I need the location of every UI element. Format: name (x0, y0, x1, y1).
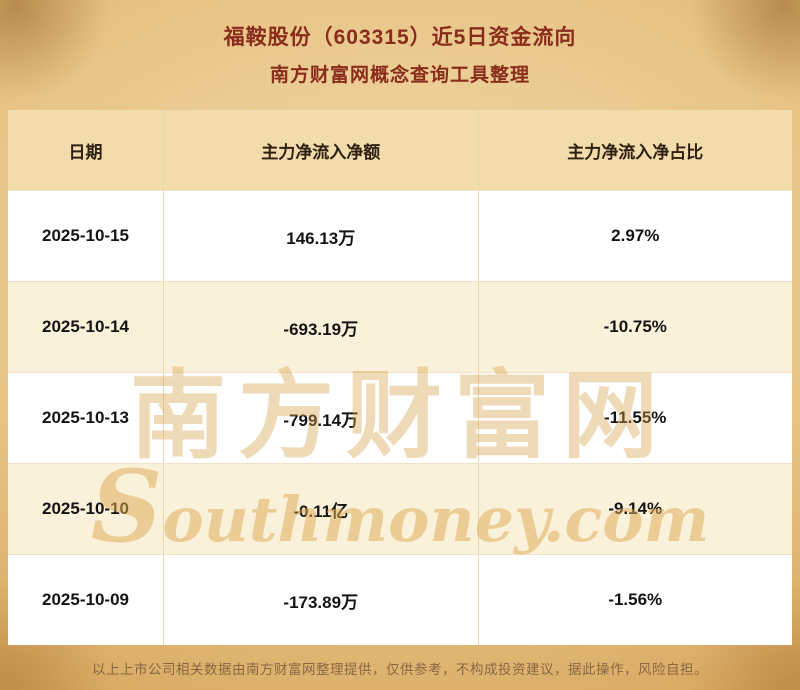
cell-net-inflow: -173.89万 (163, 555, 478, 645)
table-header-row: 日期 主力净流入净额 主力净流入净占比 (8, 110, 792, 190)
page-subtitle: 南方财富网概念查询工具整理 (269, 65, 530, 86)
cell-net-inflow: -693.19万 (163, 282, 478, 372)
cell-net-inflow: 146.13万 (163, 191, 478, 281)
disclaimer: 以上上市公司相关数据由南方财富网整理提供，仅供参考，不构成投资建议，据此操作，风… (92, 661, 708, 677)
cell-net-inflow: -799.14万 (163, 373, 478, 463)
fund-flow-table: 日期 主力净流入净额 主力净流入净占比 2025-10-15 146.13万 2… (8, 110, 792, 645)
cell-net-inflow-ratio: 2.97% (477, 191, 793, 281)
cell-net-inflow-ratio: -11.55% (477, 373, 793, 463)
cell-net-inflow-ratio: -1.56% (477, 555, 793, 645)
col-header-net-inflow: 主力净流入净额 (163, 110, 478, 190)
table-row: 2025-10-09 -173.89万 -1.56% (8, 554, 792, 645)
page-title: 福鞍股份（603315）近5日资金流向 (223, 26, 577, 49)
cell-date: 2025-10-09 (42, 590, 129, 609)
table-row: 2025-10-10 -0.11亿 -9.14% (8, 463, 792, 554)
col-header-net-inflow-ratio: 主力净流入净占比 (477, 110, 793, 190)
col-header-date: 日期 (68, 142, 103, 162)
cell-date: 2025-10-14 (42, 317, 129, 336)
cell-net-inflow-ratio: -9.14% (477, 464, 793, 554)
cell-date: 2025-10-15 (42, 226, 129, 245)
cell-date: 2025-10-13 (42, 408, 129, 427)
table-row: 2025-10-15 146.13万 2.97% (8, 190, 792, 281)
table-row: 2025-10-14 -693.19万 -10.75% (8, 281, 792, 372)
cell-net-inflow: -0.11亿 (163, 464, 478, 554)
table-row: 2025-10-13 -799.14万 -11.55% (8, 372, 792, 463)
title-area: 福鞍股份（603315）近5日资金流向 南方财富网概念查询工具整理 (0, 0, 800, 104)
cell-net-inflow-ratio: -10.75% (477, 282, 793, 372)
cell-date: 2025-10-10 (42, 499, 129, 518)
